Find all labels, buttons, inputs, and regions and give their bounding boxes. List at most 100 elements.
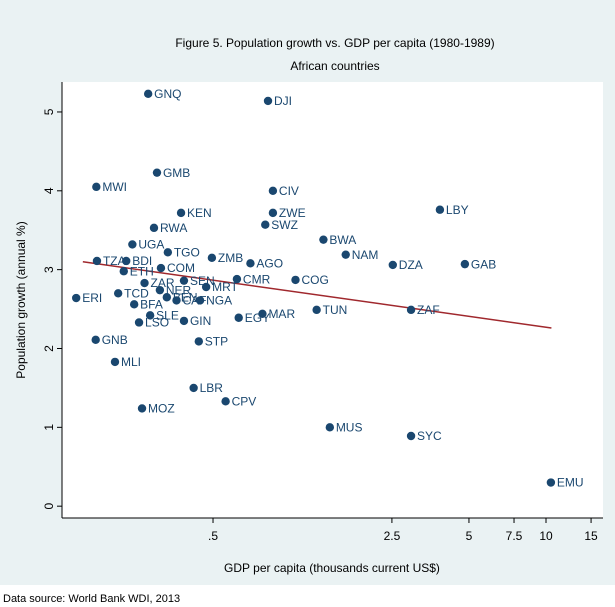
y-tick-label: 4 bbox=[42, 187, 56, 194]
point bbox=[207, 253, 217, 263]
point bbox=[163, 248, 173, 257]
point-label: ETH bbox=[130, 264, 154, 278]
point bbox=[91, 335, 100, 345]
point-label: DZA bbox=[399, 258, 423, 272]
plot-area bbox=[62, 82, 603, 518]
point-label: NER bbox=[166, 283, 192, 297]
point bbox=[176, 208, 186, 218]
point-label: MRT bbox=[212, 280, 238, 294]
point bbox=[92, 256, 102, 266]
point bbox=[137, 404, 147, 413]
point bbox=[119, 267, 128, 276]
x-tick-label: 7.5 bbox=[506, 529, 523, 543]
point-label: STP bbox=[205, 335, 228, 349]
point bbox=[406, 431, 416, 441]
point bbox=[291, 275, 300, 285]
point bbox=[155, 285, 165, 295]
point bbox=[325, 423, 335, 432]
point bbox=[268, 208, 278, 218]
point-label: GIN bbox=[190, 314, 211, 328]
point-label: EMU bbox=[557, 476, 584, 490]
point bbox=[71, 293, 81, 303]
point-label: TZA bbox=[103, 254, 126, 268]
point bbox=[221, 397, 230, 406]
fit-line bbox=[82, 261, 552, 329]
point-label: UGA bbox=[138, 238, 164, 252]
y-tick-label: 5 bbox=[42, 108, 56, 115]
point-label: RWA bbox=[160, 221, 187, 235]
point bbox=[435, 205, 445, 214]
point bbox=[388, 260, 397, 270]
point-label: SLE bbox=[156, 309, 179, 323]
point bbox=[232, 274, 242, 284]
point bbox=[194, 337, 204, 346]
point-label: CPV bbox=[232, 394, 257, 408]
x-tick-label: 10 bbox=[539, 529, 553, 543]
point bbox=[110, 357, 120, 367]
point-label: CIV bbox=[279, 184, 299, 198]
point bbox=[145, 311, 155, 320]
point bbox=[258, 309, 267, 318]
point-label: KEN bbox=[187, 206, 212, 220]
point-label: LBR bbox=[200, 381, 224, 395]
point bbox=[246, 259, 255, 268]
point-label: COM bbox=[167, 261, 195, 275]
point-label: GNQ bbox=[154, 87, 181, 101]
point bbox=[172, 296, 181, 305]
point-label: LBY bbox=[446, 203, 469, 217]
y-tick-label: 3 bbox=[42, 266, 56, 273]
point bbox=[143, 89, 153, 99]
x-tick-label: 2.5 bbox=[384, 529, 401, 543]
point-label: MAR bbox=[268, 307, 295, 321]
point bbox=[156, 263, 166, 273]
point bbox=[201, 282, 211, 292]
point-label: GAB bbox=[471, 257, 496, 271]
point bbox=[406, 305, 416, 315]
point-label: ZMB bbox=[218, 251, 243, 265]
point-label: ERI bbox=[82, 291, 102, 305]
point-label: MLI bbox=[121, 355, 141, 369]
point bbox=[179, 316, 189, 326]
point-label: BDI bbox=[132, 254, 152, 268]
point bbox=[152, 168, 162, 177]
point bbox=[134, 318, 144, 327]
point-label: TUN bbox=[323, 303, 348, 317]
x-tick-label: 5 bbox=[466, 529, 473, 543]
point-label: MWI bbox=[102, 180, 127, 194]
point bbox=[261, 220, 270, 229]
point bbox=[149, 223, 159, 233]
point bbox=[140, 278, 149, 288]
point bbox=[189, 383, 198, 393]
point bbox=[546, 478, 556, 487]
point-label: SYC bbox=[417, 429, 442, 443]
point-label: ZAF bbox=[417, 303, 440, 317]
point-label: TGO bbox=[174, 245, 200, 259]
point bbox=[162, 293, 172, 302]
point bbox=[341, 250, 350, 259]
chart-title: Figure 5. Population growth vs. GDP per … bbox=[175, 36, 494, 50]
point-label: NGA bbox=[206, 294, 232, 308]
point-label: GMB bbox=[163, 166, 190, 180]
point-label: COG bbox=[301, 273, 328, 287]
point bbox=[268, 186, 278, 196]
y-tick-label: 1 bbox=[42, 424, 56, 431]
y-axis-label: Population growth (annual %) bbox=[14, 221, 28, 378]
point bbox=[195, 296, 205, 305]
point-label: DJI bbox=[274, 94, 292, 108]
point bbox=[129, 300, 139, 309]
point-label: MOZ bbox=[148, 402, 175, 416]
y-tick-label: 0 bbox=[42, 503, 56, 510]
point-label: MUS bbox=[336, 421, 363, 435]
x-tick-label: 15 bbox=[584, 529, 598, 543]
point bbox=[128, 240, 137, 249]
point bbox=[234, 313, 243, 322]
chart-subtitle: African countries bbox=[290, 59, 379, 73]
note: Data source: World Bank WDI, 2013 bbox=[3, 593, 180, 605]
y-tick-label: 2 bbox=[42, 345, 56, 352]
point bbox=[460, 259, 470, 269]
x-tick-label: .5 bbox=[208, 529, 218, 543]
point-label: BWA bbox=[329, 233, 356, 247]
point bbox=[92, 182, 101, 192]
point bbox=[179, 276, 189, 285]
